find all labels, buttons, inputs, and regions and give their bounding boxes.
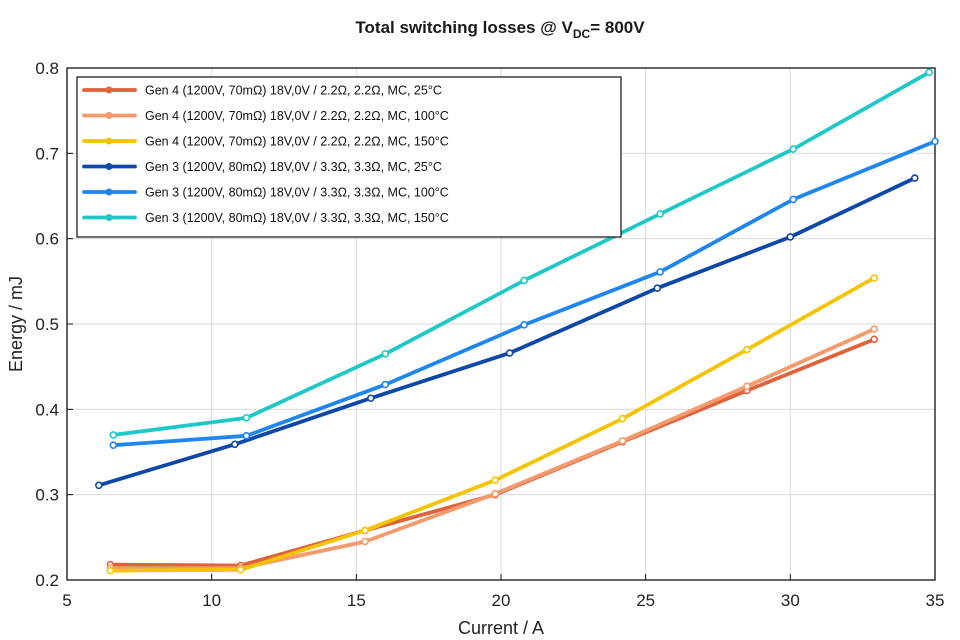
data-point bbox=[870, 325, 879, 333]
y-tick-label: 0.3 bbox=[35, 486, 59, 505]
x-axis-label: Current / A bbox=[458, 618, 544, 638]
data-point bbox=[95, 481, 103, 490]
legend-label: Gen 4 (1200V, 70mΩ) 18V,0V / 2.2Ω, 2.2Ω,… bbox=[145, 84, 442, 98]
series-5 bbox=[109, 68, 934, 439]
legend-swatch-marker bbox=[105, 214, 113, 221]
data-point bbox=[106, 566, 115, 575]
data-point bbox=[109, 431, 118, 439]
x-tick-label: 20 bbox=[492, 591, 511, 610]
series-layer bbox=[95, 68, 939, 575]
data-point bbox=[925, 68, 934, 77]
chart-title-subscript: DC bbox=[573, 27, 591, 41]
legend-swatch-marker bbox=[105, 86, 113, 94]
data-point bbox=[520, 276, 528, 285]
legend-label: Gen 3 (1200V, 80mΩ) 18V,0V / 3.3Ω, 3.3Ω,… bbox=[145, 160, 442, 174]
data-point bbox=[656, 268, 664, 276]
y-tick-label: 0.4 bbox=[35, 400, 59, 419]
x-tick-label: 25 bbox=[636, 591, 655, 610]
y-tick-label: 0.7 bbox=[35, 144, 59, 163]
data-point bbox=[789, 145, 798, 153]
series-3 bbox=[95, 174, 919, 490]
data-point bbox=[786, 233, 795, 241]
chart-title-prefix: Total switching losses @ V bbox=[355, 18, 573, 37]
data-point bbox=[656, 210, 664, 218]
data-point bbox=[618, 437, 627, 445]
legend-label: Gen 4 (1200V, 70mΩ) 18V,0V / 2.2Ω, 2.2Ω,… bbox=[145, 109, 449, 123]
data-point bbox=[931, 137, 939, 146]
y-axis-label: Energy / mJ bbox=[6, 276, 26, 372]
data-point bbox=[520, 321, 528, 329]
data-point bbox=[381, 350, 390, 358]
data-point bbox=[242, 414, 251, 422]
x-tick-label: 5 bbox=[62, 591, 71, 610]
data-point bbox=[870, 274, 879, 282]
data-point bbox=[743, 382, 751, 391]
legend-swatch-marker bbox=[105, 112, 113, 119]
legend-entry-5: Gen 3 (1200V, 80mΩ) 18V,0V / 3.3Ω, 3.3Ω,… bbox=[82, 211, 449, 225]
data-point bbox=[231, 440, 239, 449]
data-point bbox=[618, 414, 627, 423]
data-point bbox=[653, 284, 662, 292]
data-point bbox=[870, 335, 879, 344]
legend-entry-3: Gen 3 (1200V, 80mΩ) 18V,0V / 3.3Ω, 3.3Ω,… bbox=[82, 160, 442, 174]
legend-entry-2: Gen 4 (1200V, 70mΩ) 18V,0V / 2.2Ω, 2.2Ω,… bbox=[82, 135, 449, 149]
legend-swatch-marker bbox=[105, 163, 113, 170]
chart-title: Total switching losses @ VDC= 800V bbox=[355, 18, 645, 41]
data-point bbox=[910, 174, 919, 182]
data-point bbox=[361, 526, 369, 535]
data-point bbox=[491, 476, 500, 484]
data-point bbox=[491, 490, 500, 498]
data-point bbox=[236, 565, 245, 574]
data-point bbox=[109, 441, 118, 449]
series-4 bbox=[109, 137, 939, 449]
data-point bbox=[361, 537, 369, 546]
series-line-0 bbox=[108, 337, 877, 568]
legend-box bbox=[76, 76, 622, 238]
y-tick-label: 0.6 bbox=[35, 230, 59, 249]
legend: Gen 4 (1200V, 70mΩ) 18V,0V / 2.2Ω, 2.2Ω,… bbox=[76, 76, 622, 238]
data-point bbox=[505, 349, 514, 357]
series-0 bbox=[106, 335, 879, 570]
axis-ticks: 5 10 15 20 25 30 35 0.2 0.3 0.4 0.5 0.6 0.7 0.8 bbox=[35, 59, 944, 610]
series-line-2 bbox=[108, 275, 877, 573]
legend-entry-4: Gen 3 (1200V, 80mΩ) 18V,0V / 3.3Ω, 3.3Ω,… bbox=[82, 186, 449, 200]
y-tick-label: 0.2 bbox=[35, 571, 59, 590]
x-tick-label: 15 bbox=[347, 591, 366, 610]
y-tick-label: 0.8 bbox=[35, 59, 59, 78]
legend-label: Gen 3 (1200V, 80mΩ) 18V,0V / 3.3Ω, 3.3Ω,… bbox=[145, 186, 449, 200]
legend-label: Gen 4 (1200V, 70mΩ) 18V,0V / 2.2Ω, 2.2Ω,… bbox=[145, 135, 449, 149]
x-tick-label: 10 bbox=[202, 591, 221, 610]
legend-entry-0: Gen 4 (1200V, 70mΩ) 18V,0V / 2.2Ω, 2.2Ω,… bbox=[82, 84, 442, 98]
data-point bbox=[743, 345, 751, 354]
legend-swatch-marker bbox=[105, 137, 113, 145]
x-tick-label: 35 bbox=[926, 591, 945, 610]
data-point bbox=[366, 394, 375, 403]
y-tick-label: 0.5 bbox=[35, 315, 59, 334]
x-tick-label: 30 bbox=[781, 591, 800, 610]
series-2 bbox=[106, 274, 879, 575]
legend-swatch-marker bbox=[105, 188, 113, 196]
data-point bbox=[381, 380, 390, 389]
chart-title-suffix: = 800V bbox=[590, 18, 645, 37]
data-point bbox=[242, 431, 251, 440]
legend-entry-1: Gen 4 (1200V, 70mΩ) 18V,0V / 2.2Ω, 2.2Ω,… bbox=[82, 109, 449, 123]
data-point bbox=[789, 195, 798, 204]
legend-label: Gen 3 (1200V, 80mΩ) 18V,0V / 3.3Ω, 3.3Ω,… bbox=[145, 211, 449, 225]
